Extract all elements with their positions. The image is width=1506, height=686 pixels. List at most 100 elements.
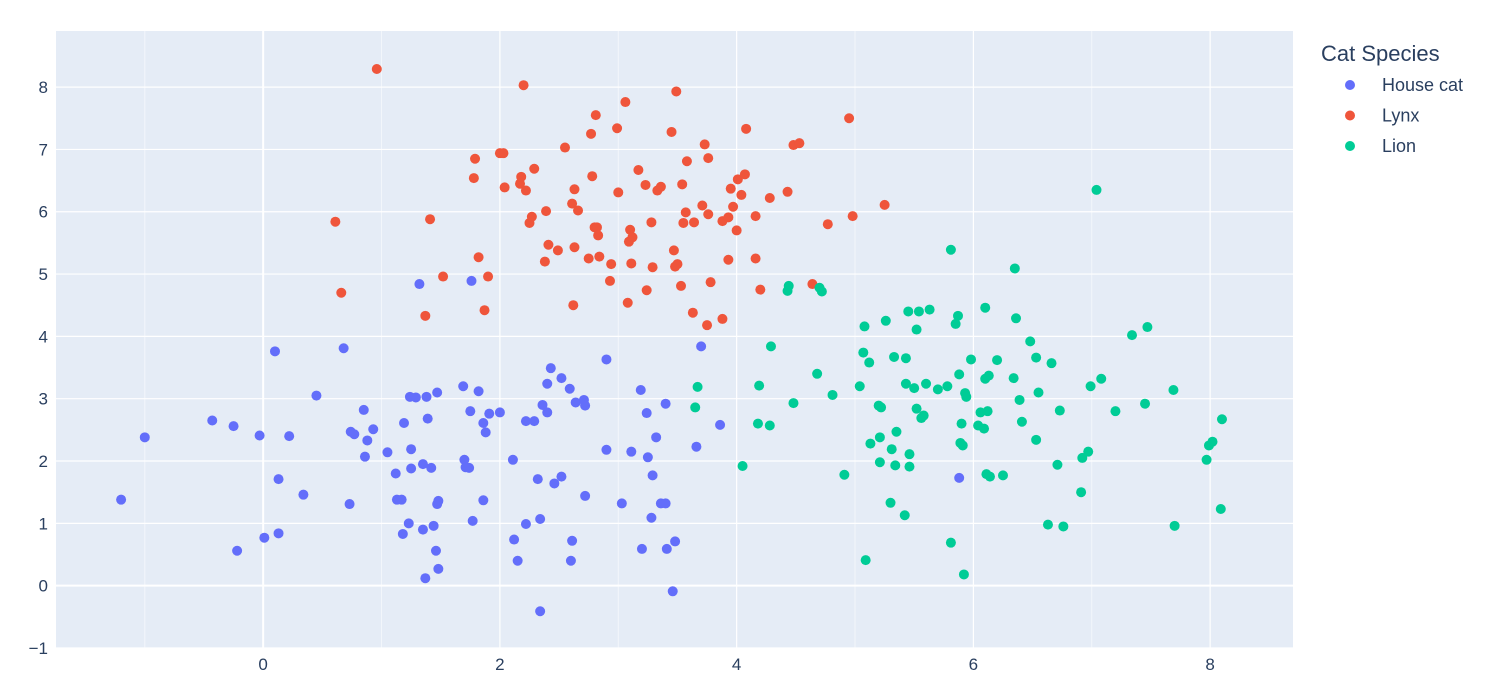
data-point[interactable]: [499, 182, 510, 193]
data-point[interactable]: [539, 256, 550, 267]
data-point[interactable]: [438, 271, 449, 282]
data-point[interactable]: [1140, 398, 1151, 409]
data-point[interactable]: [661, 543, 672, 554]
data-point[interactable]: [992, 355, 1003, 366]
data-point[interactable]: [890, 460, 901, 471]
data-point[interactable]: [1058, 521, 1069, 532]
data-point[interactable]: [699, 139, 710, 150]
data-point[interactable]: [1025, 336, 1036, 347]
data-point[interactable]: [1054, 405, 1065, 416]
data-point[interactable]: [516, 171, 527, 182]
data-point[interactable]: [732, 174, 743, 185]
data-point[interactable]: [731, 225, 742, 236]
data-point[interactable]: [647, 470, 658, 481]
data-point[interactable]: [580, 490, 591, 501]
data-point[interactable]: [298, 489, 309, 500]
data-point[interactable]: [885, 497, 896, 508]
data-point[interactable]: [646, 512, 657, 523]
data-point[interactable]: [954, 369, 965, 380]
data-point[interactable]: [889, 351, 900, 362]
data-point[interactable]: [844, 113, 855, 124]
data-point[interactable]: [116, 494, 127, 505]
data-point[interactable]: [874, 457, 885, 468]
data-point[interactable]: [466, 275, 477, 286]
data-point[interactable]: [473, 386, 484, 397]
data-point[interactable]: [362, 435, 373, 446]
data-point[interactable]: [689, 217, 700, 228]
data-point[interactable]: [467, 515, 478, 526]
data-point[interactable]: [1011, 313, 1022, 324]
data-point[interactable]: [858, 347, 869, 358]
data-point[interactable]: [641, 285, 652, 296]
data-point[interactable]: [529, 416, 540, 427]
data-point[interactable]: [752, 418, 763, 429]
data-point[interactable]: [593, 230, 604, 241]
data-point[interactable]: [900, 378, 911, 389]
data-point[interactable]: [957, 440, 968, 451]
data-point[interactable]: [764, 420, 775, 431]
data-point[interactable]: [414, 279, 425, 290]
data-point[interactable]: [583, 253, 594, 264]
data-point[interactable]: [349, 429, 360, 440]
data-point[interactable]: [932, 384, 943, 395]
data-point[interactable]: [676, 280, 687, 291]
data-point[interactable]: [979, 423, 990, 434]
data-point[interactable]: [532, 474, 543, 485]
data-point[interactable]: [473, 252, 484, 263]
data-point[interactable]: [483, 271, 494, 282]
data-point[interactable]: [269, 346, 280, 357]
data-point[interactable]: [569, 242, 580, 253]
data-point[interactable]: [633, 164, 644, 175]
data-point[interactable]: [997, 470, 1008, 481]
data-point[interactable]: [1046, 358, 1057, 369]
data-point[interactable]: [681, 156, 692, 167]
data-point[interactable]: [750, 211, 761, 222]
data-point[interactable]: [529, 163, 540, 174]
data-point[interactable]: [371, 64, 382, 75]
data-point[interactable]: [591, 222, 602, 233]
data-point[interactable]: [359, 451, 370, 462]
data-point[interactable]: [1031, 434, 1042, 445]
data-point[interactable]: [549, 478, 560, 489]
data-point[interactable]: [765, 341, 776, 352]
data-point[interactable]: [783, 280, 794, 291]
data-point[interactable]: [1042, 519, 1053, 530]
data-point[interactable]: [433, 563, 444, 574]
data-point[interactable]: [542, 378, 553, 389]
data-point[interactable]: [672, 259, 683, 270]
data-point[interactable]: [604, 275, 615, 286]
data-point[interactable]: [667, 586, 678, 597]
data-point[interactable]: [1052, 459, 1063, 470]
data-point[interactable]: [417, 459, 428, 470]
data-point[interactable]: [1091, 184, 1102, 195]
data-point[interactable]: [537, 399, 548, 410]
data-point[interactable]: [1096, 373, 1107, 384]
data-point[interactable]: [865, 438, 876, 449]
data-point[interactable]: [433, 495, 444, 506]
data-point[interactable]: [736, 189, 747, 200]
data-point[interactable]: [984, 471, 995, 482]
data-point[interactable]: [671, 86, 682, 97]
data-point[interactable]: [847, 211, 858, 222]
data-point[interactable]: [273, 528, 284, 539]
data-point[interactable]: [1142, 322, 1153, 333]
data-point[interactable]: [1201, 454, 1212, 465]
data-point[interactable]: [886, 444, 897, 455]
data-point[interactable]: [403, 518, 414, 529]
data-point[interactable]: [703, 209, 714, 220]
data-point[interactable]: [580, 400, 591, 411]
data-point[interactable]: [470, 153, 481, 164]
data-point[interactable]: [399, 418, 410, 429]
data-point[interactable]: [520, 185, 531, 196]
data-point[interactable]: [564, 383, 575, 394]
data-point[interactable]: [942, 381, 953, 392]
data-point[interactable]: [983, 370, 994, 381]
data-point[interactable]: [677, 179, 688, 190]
data-point[interactable]: [670, 536, 681, 547]
data-point[interactable]: [945, 537, 956, 548]
data-point[interactable]: [368, 424, 379, 435]
data-point[interactable]: [613, 187, 624, 198]
data-point[interactable]: [1207, 436, 1218, 447]
data-point[interactable]: [953, 310, 964, 321]
data-point[interactable]: [687, 307, 698, 318]
